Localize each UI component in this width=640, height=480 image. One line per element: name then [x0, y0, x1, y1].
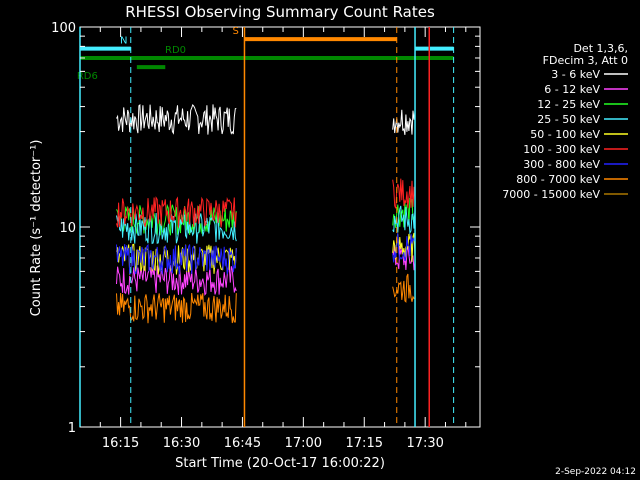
series-line [392, 244, 416, 271]
series-line [116, 196, 237, 228]
x-tick-label: 16:15 [102, 436, 139, 451]
x-tick-label: 17:15 [346, 436, 383, 451]
y-tick-label: 1 [68, 421, 76, 436]
legend-entry-label: 12 - 25 keV [537, 98, 600, 111]
legend-entry-label: 6 - 12 keV [544, 83, 600, 96]
legend-header: FDecim 3, Att 0 [543, 54, 628, 67]
x-tick-label: 16:45 [224, 436, 261, 451]
x-tick-label: 17:00 [285, 436, 322, 451]
series-line [116, 243, 237, 275]
flag-label-s: S [232, 26, 238, 37]
x-tick-label: 16:30 [163, 436, 200, 451]
series-line [116, 292, 237, 324]
series-line [116, 212, 237, 245]
plot-timestamp: 2-Sep-2022 04:12 [555, 467, 636, 477]
series-line [116, 203, 237, 236]
x-axis-ticks: 16:15 16:30 16:45 17:00 17:15 17:30 [99, 27, 467, 451]
legend-entry-label: 7000 - 15000 keV [502, 188, 600, 201]
legend-entry-label: 300 - 800 keV [523, 158, 600, 171]
flag-label-rd6: RD6 [77, 71, 98, 82]
y-tick-label: 10 [59, 221, 76, 236]
y-tick-label: 100 [51, 21, 76, 36]
series-line [116, 263, 237, 296]
x-tick-label: 17:30 [406, 436, 443, 451]
y-axis-label: Count Rate (s⁻¹ detector⁻¹) [29, 140, 44, 317]
chart-title: RHESSI Observing Summary Count Rates [125, 3, 435, 21]
legend-entry-label: 25 - 50 keV [537, 113, 600, 126]
legend-entry-label: 50 - 100 keV [530, 128, 600, 141]
series-group [116, 103, 416, 324]
legend-header: Det 1,3,6, [573, 42, 628, 55]
legend-entry-label: 800 - 7000 keV [516, 173, 600, 186]
series-line [116, 103, 237, 135]
x-axis-label: Start Time (20-Oct-17 16:00:22) [175, 456, 385, 471]
series-line [116, 243, 237, 275]
y-axis-ticks: 1 10 100 [51, 21, 480, 436]
flag-bars: N S RD0 RD6 [77, 26, 454, 82]
flag-label-n: N [120, 36, 127, 47]
flag-label-rd0: RD0 [165, 45, 186, 56]
legend: Det 1,3,6,FDecim 3, Att 03 - 6 keV 6 - 12… [502, 42, 628, 201]
legend-entry-label: 3 - 6 keV [551, 68, 600, 81]
legend-entry-label: 100 - 300 keV [523, 143, 600, 156]
series-line [392, 178, 416, 209]
